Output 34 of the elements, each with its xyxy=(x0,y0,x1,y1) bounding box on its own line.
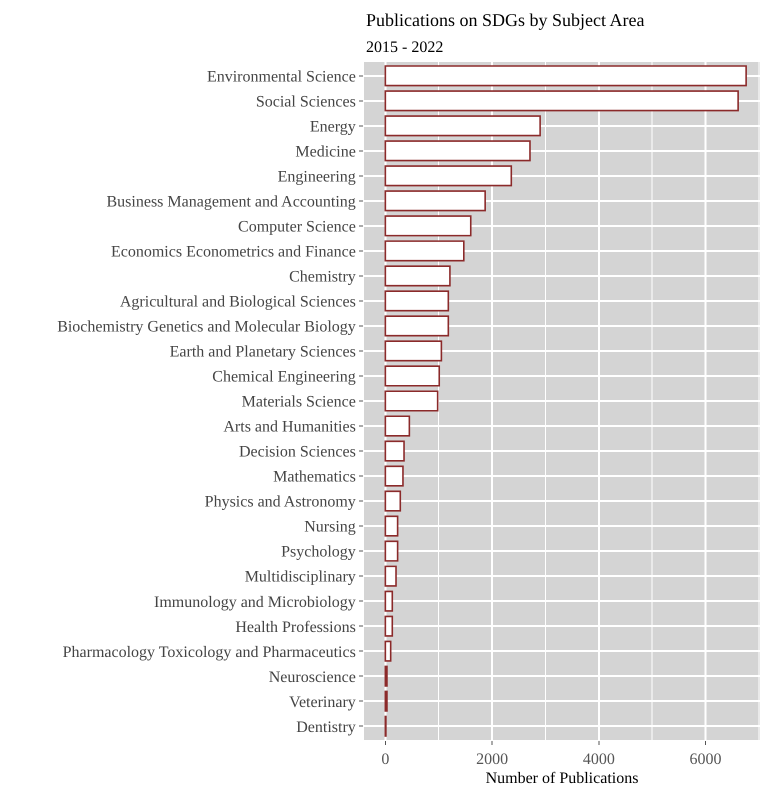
x-tick-label: 2000 xyxy=(476,751,508,768)
y-tick-label: Arts and Humanities xyxy=(223,418,356,436)
y-tick-label: Materials Science xyxy=(242,394,356,411)
chart-title: Publications on SDGs by Subject Area xyxy=(366,10,644,30)
y-tick-label: Physics and Astronomy xyxy=(204,494,356,511)
x-tick-label: 6000 xyxy=(690,751,722,768)
y-tick-label: Veterinary xyxy=(289,694,356,711)
y-tick-label: Energy xyxy=(310,118,356,136)
y-tick-label: Dentistry xyxy=(296,718,356,736)
y-tick-label: Biochemistry Genetics and Molecular Biology xyxy=(57,318,356,336)
y-tick-label: Environmental Science xyxy=(206,68,356,86)
y-tick-label: Pharmacology Toxicology and Pharmaceutics xyxy=(62,644,356,661)
x-tick-label: 0 xyxy=(381,751,390,768)
y-tick-label: Earth and Planetary Sciences xyxy=(170,344,356,361)
y-tick-label: Business Management and Accounting xyxy=(106,193,356,210)
y-tick-label: Psychology xyxy=(281,544,356,561)
y-tick-label: Engineering xyxy=(278,168,356,186)
y-tick-label: Nursing xyxy=(304,518,356,536)
y-tick-label: Health Professions xyxy=(235,618,356,636)
y-tick-label: Agricultural and Biological Sciences xyxy=(120,294,356,311)
chart-subtitle: 2015 - 2022 xyxy=(366,39,444,56)
y-tick-label: Mathematics xyxy=(273,468,356,486)
y-tick-label: Chemistry xyxy=(289,268,356,286)
y-tick-label: Multidisciplinary xyxy=(244,568,356,586)
y-tick-label: Medicine xyxy=(295,143,356,160)
x-tick-label: 4000 xyxy=(582,751,615,768)
y-tick-label: Economics Econometrics and Finance xyxy=(110,243,356,260)
y-tick-label: Decision Sciences xyxy=(238,444,356,461)
y-tick-label: Chemical Engineering xyxy=(212,368,356,386)
y-tick-label: Computer Science xyxy=(238,218,356,236)
y-tick-label: Neuroscience xyxy=(268,668,356,686)
y-tick-label: Immunology and Microbiology xyxy=(154,594,356,611)
x-axis-title: Number of Publications xyxy=(486,770,638,787)
y-tick-label: Social Sciences xyxy=(256,93,356,110)
